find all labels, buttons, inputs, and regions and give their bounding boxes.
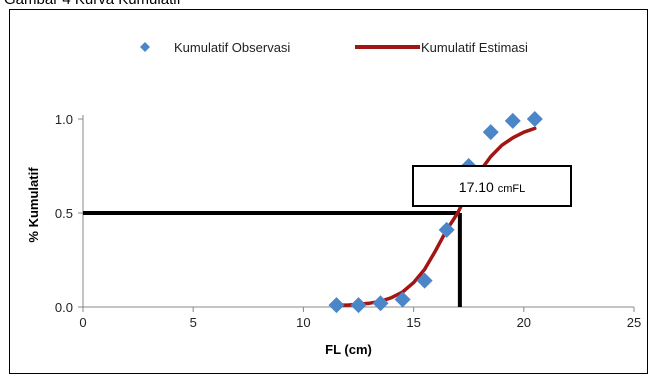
y-axis-title: % Kumulatif (26, 167, 41, 243)
y-tick-label: 0.5 (55, 206, 73, 221)
legend-marker-observasi (140, 42, 150, 52)
chart-frame: Kumulatif Observasi Kumulatif Estimasi 0 5… (9, 9, 648, 374)
figure-caption: Gambar 4 Kurva Kumulatif (4, 0, 181, 9)
x-axis-title: FL (cm) (325, 342, 372, 357)
cumulative-chart: Kumulatif Observasi Kumulatif Estimasi 0 5… (26, 40, 641, 357)
annotation-number: 17.10 (459, 179, 498, 195)
observation-point (526, 111, 543, 127)
x-tick-label: 5 (190, 315, 197, 330)
x-axis-ticks: 0 5 10 15 20 25 (79, 307, 641, 330)
observation-point (394, 291, 411, 308)
series-layer (328, 111, 543, 314)
x-tick-label: 25 (627, 315, 641, 330)
annotation: 17.10 cmFL (412, 165, 572, 207)
legend-label-observasi: Kumulatif Observasi (174, 40, 290, 55)
observation-point (350, 297, 367, 314)
annotation-value: 17.10 cmFL (459, 179, 525, 195)
annotation-box (412, 165, 572, 207)
observation-point (328, 297, 345, 314)
legend: Kumulatif Observasi Kumulatif Estimasi (140, 40, 528, 55)
x-tick-label: 10 (296, 315, 310, 330)
y-tick-label: 0.0 (55, 300, 73, 315)
x-tick-label: 15 (406, 315, 420, 330)
observation-point (482, 124, 499, 141)
y-tick-label: 1.0 (55, 112, 73, 127)
observation-point (504, 112, 521, 129)
annotation-unit: cmFL (498, 183, 526, 195)
observation-point (372, 295, 389, 312)
legend-label-estimasi: Kumulatif Estimasi (421, 40, 528, 55)
x-tick-label: 0 (79, 315, 86, 330)
reference-lines (83, 211, 462, 307)
x-tick-label: 20 (517, 315, 531, 330)
y-axis-ticks: 0.0 0.5 1.0 (55, 112, 83, 315)
estimate-curve (334, 126, 537, 307)
observation-point (416, 272, 433, 289)
observation-point (438, 221, 455, 238)
